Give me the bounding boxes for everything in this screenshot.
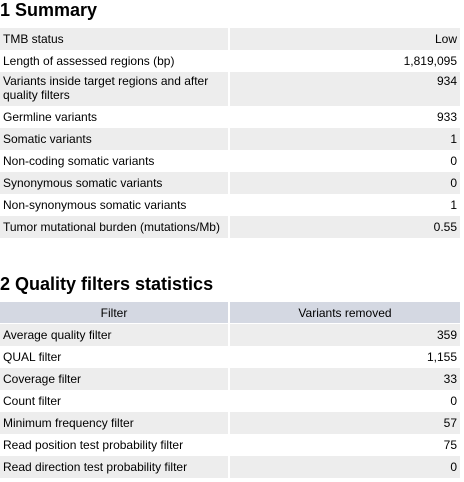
row-value: 1,155 xyxy=(230,346,460,368)
column-header-variants-removed: Variants removed xyxy=(230,302,460,324)
table-row: QUAL filter 1,155 xyxy=(0,346,460,368)
summary-title: 1 Summary xyxy=(0,0,98,20)
row-value: 0 xyxy=(230,150,460,172)
column-header-filter: Filter xyxy=(0,302,228,324)
quality-filters-title: 2 Quality filters statistics xyxy=(0,274,214,294)
row-value: 933 xyxy=(230,106,460,128)
row-label: Germline variants xyxy=(0,106,228,128)
row-value: 359 xyxy=(230,324,460,346)
table-row: Tumor mutational burden (mutations/Mb) 0… xyxy=(0,216,460,238)
row-label: Tumor mutational burden (mutations/Mb) xyxy=(0,216,228,238)
row-label: QUAL filter xyxy=(0,346,228,368)
row-value: 57 xyxy=(230,412,460,434)
table-row: Germline variants 933 xyxy=(0,106,460,128)
row-label: Minimum frequency filter xyxy=(0,412,228,434)
table-row: Minimum frequency filter 57 xyxy=(0,412,460,434)
table-row: Coverage filter 33 xyxy=(0,368,460,390)
row-value: 33 xyxy=(230,368,460,390)
row-label: Read direction test probability filter xyxy=(0,456,228,478)
table-row: Non-coding somatic variants 0 xyxy=(0,150,460,172)
row-label: Somatic variants xyxy=(0,128,228,150)
table-row: Somatic variants 1 xyxy=(0,128,460,150)
row-value: 0 xyxy=(230,390,460,412)
table-row: Count filter 0 xyxy=(0,390,460,412)
table-row: Read position test probability filter 75 xyxy=(0,434,460,456)
row-label: Non-synonymous somatic variants xyxy=(0,194,228,216)
row-label: Coverage filter xyxy=(0,368,228,390)
row-value: 934 xyxy=(230,72,460,106)
table-row: Non-synonymous somatic variants 1 xyxy=(0,194,460,216)
row-value: Low xyxy=(230,28,460,50)
row-label: Count filter xyxy=(0,390,228,412)
table-row: Read direction test probability filter 0 xyxy=(0,456,460,478)
table-row: Variants inside target regions and after… xyxy=(0,72,460,106)
row-value: 75 xyxy=(230,434,460,456)
table-row: Average quality filter 359 xyxy=(0,324,460,346)
row-label: Average quality filter xyxy=(0,324,228,346)
row-label: Synonymous somatic variants xyxy=(0,172,228,194)
row-value: 1,819,095 xyxy=(230,50,460,72)
row-label: TMB status xyxy=(0,28,228,50)
row-label: Non-coding somatic variants xyxy=(0,150,228,172)
table-row: Length of assessed regions (bp) 1,819,09… xyxy=(0,50,460,72)
row-value: 1 xyxy=(230,194,460,216)
row-label: Variants inside target regions and after… xyxy=(0,72,228,106)
table-row: Synonymous somatic variants 0 xyxy=(0,172,460,194)
row-value: 1 xyxy=(230,128,460,150)
row-value: 0.55 xyxy=(230,216,460,238)
row-label: Length of assessed regions (bp) xyxy=(0,50,228,72)
summary-table: TMB status Low Length of assessed region… xyxy=(0,28,462,238)
row-label: Read position test probability filter xyxy=(0,434,228,456)
quality-filters-table: Filter Variants removed Average quality … xyxy=(0,302,462,478)
row-value: 0 xyxy=(230,456,460,478)
table-row: TMB status Low xyxy=(0,28,460,50)
row-value: 0 xyxy=(230,172,460,194)
